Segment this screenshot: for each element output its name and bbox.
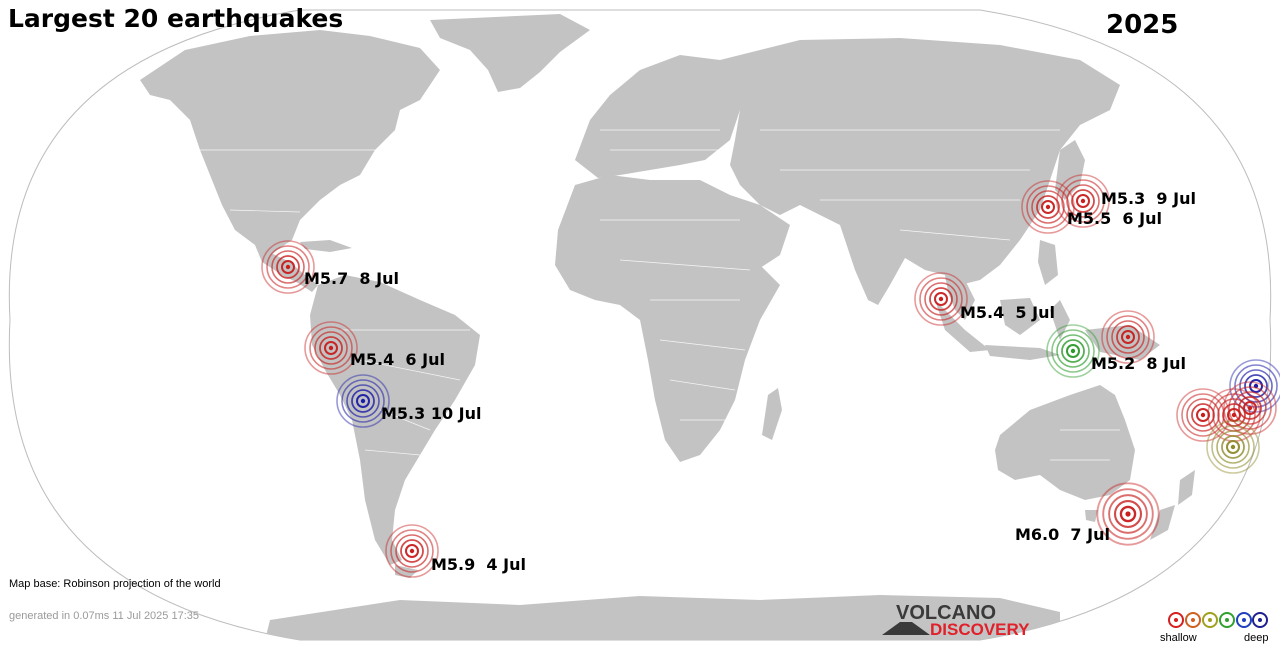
generated-timestamp: generated in 0.07ms 11 Jul 2025 17:35: [9, 610, 199, 622]
legend-circle-1: [1168, 612, 1184, 628]
africa: [555, 175, 780, 462]
land-masses: [140, 14, 1195, 640]
logo-text-volcano: VOLCANO: [896, 602, 996, 624]
greenland: [430, 14, 590, 92]
volcano-discovery-logo[interactable]: VOLCANO DISCOVERY: [882, 602, 1042, 642]
quake-label-japan-2: M5.5 6 Jul: [1067, 209, 1162, 228]
legend-circle-6: [1252, 612, 1268, 628]
earthquake-labels: M5.3 9 Jul M5.5 6 Jul M5.7 8 Jul M5.4 5 …: [304, 189, 1196, 574]
quake-label-central-america: M5.7 8 Jul: [304, 269, 399, 288]
north-america: [140, 30, 440, 255]
map-title: Largest 20 earthquakes: [8, 4, 344, 33]
map-base-credit: Map base: Robinson projection of the wor…: [9, 578, 221, 590]
europe: [575, 55, 740, 178]
quake-label-japan-1: M5.3 9 Jul: [1101, 189, 1196, 208]
southeast-asia: [945, 275, 975, 320]
legend-label-shallow: shallow: [1160, 632, 1197, 644]
india: [840, 225, 905, 305]
quake-label-peru: M5.4 6 Jul: [350, 350, 445, 369]
quake-label-bolivia: M5.3 10 Jul: [381, 404, 482, 423]
legend-circle-2: [1185, 612, 1201, 628]
depth-legend: shallow deep: [1160, 608, 1270, 648]
volcano-logo-icon: [882, 622, 930, 635]
philippines: [1038, 240, 1058, 285]
madagascar: [762, 388, 782, 440]
caribbean: [300, 240, 352, 252]
country-borders: [200, 129, 1120, 461]
new-zealand: [1150, 470, 1195, 540]
depth-legend-symbols: [1168, 612, 1268, 628]
legend-label-deep: deep: [1244, 632, 1269, 644]
legend-circle-4: [1219, 612, 1235, 628]
quake-label-new-zealand: M6.0 7 Jul: [1015, 525, 1110, 544]
tasmania: [1085, 510, 1098, 522]
quake-label-sumatra: M5.4 5 Jul: [960, 303, 1055, 322]
asia: [720, 38, 1120, 285]
quake-label-indonesia: M5.2 8 Jul: [1091, 354, 1186, 373]
australia: [995, 385, 1135, 500]
antarctica: [260, 595, 1060, 640]
logo-text-discovery: DISCOVERY: [930, 620, 1030, 639]
map-year: 2025: [1106, 10, 1179, 40]
quake-label-chile: M5.9 4 Jul: [431, 555, 526, 574]
legend-circle-3: [1202, 612, 1218, 628]
legend-circle-5: [1236, 612, 1252, 628]
